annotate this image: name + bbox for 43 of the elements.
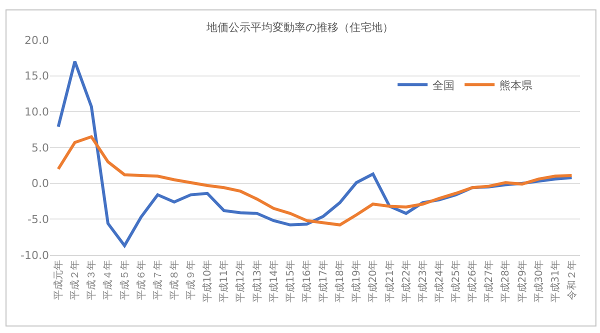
x-tick-label: 平成４年: [102, 260, 114, 300]
x-tick-label: 平成15年: [284, 260, 296, 303]
y-tick-label: 10.0: [24, 106, 49, 119]
x-tick-label: 平成20年: [367, 260, 380, 303]
y-tick-label: 5.0: [32, 141, 49, 154]
x-tick-label: 平成２年: [69, 260, 82, 300]
x-tick-label: 平成12年: [234, 260, 247, 303]
y-tick-label: 20.0: [24, 34, 49, 47]
legend-label: 熊本県: [500, 78, 533, 92]
x-tick-label: 平成30年: [532, 260, 545, 303]
x-tick-label: 平成７年: [152, 260, 164, 300]
x-tick-label: 平成24年: [433, 260, 446, 303]
chart-title: 地価公示平均変動率の推移（住宅地）: [206, 21, 394, 34]
x-tick-label: 平成14年: [268, 260, 280, 303]
x-tick-label: 平成８年: [168, 260, 180, 300]
y-tick-label: 15.0: [24, 70, 49, 83]
x-tick-label: 平成13年: [251, 260, 264, 303]
x-tick-label: 令和２年: [566, 260, 578, 300]
y-tick-label: 0.0: [32, 177, 49, 190]
x-tick-label: 平成11年: [218, 260, 230, 303]
x-tick-label: 平成９年: [185, 260, 198, 300]
x-tick-label: 平成元年: [52, 260, 65, 300]
x-tick-label: 平成18年: [334, 260, 346, 303]
x-tick-label: 平成16年: [300, 260, 313, 303]
x-tick-label: 平成６年: [135, 260, 148, 300]
x-tick-label: 平成19年: [350, 260, 363, 303]
x-tick-label: 平成28年: [500, 260, 512, 303]
x-tick-label: 平成26年: [466, 260, 479, 303]
x-tick-label: 平成31年: [549, 260, 562, 303]
x-tick-label: 平成22年: [400, 260, 412, 303]
line-series: [56, 135, 574, 226]
x-tick-label: 平成３年: [86, 260, 98, 300]
x-tick-label: 平成17年: [318, 260, 330, 303]
y-tick-label: -5.0: [28, 213, 49, 226]
y-tick-label: -10.0: [20, 248, 49, 262]
x-tick-label: 平成25年: [450, 260, 462, 303]
x-tick-label: 平成27年: [483, 260, 496, 303]
x-tick-label: 平成10年: [202, 260, 214, 303]
x-tick-label: 平成21年: [384, 260, 396, 303]
x-tick-label: 平成29年: [516, 260, 528, 303]
x-tick-label: 平成５年: [118, 260, 131, 300]
x-tick-label: 平成23年: [416, 260, 429, 303]
legend-label: 全国: [432, 78, 455, 92]
